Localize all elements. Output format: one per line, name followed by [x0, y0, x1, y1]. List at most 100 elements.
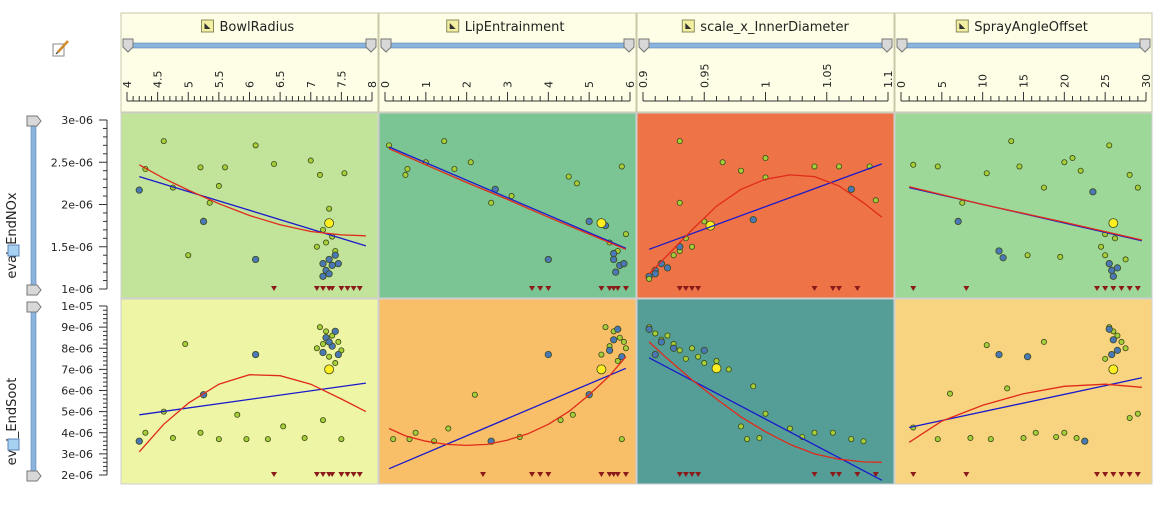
data-point[interactable] [307, 157, 314, 164]
data-point[interactable] [612, 268, 620, 276]
data-point[interactable] [169, 435, 176, 442]
row-range-slider-min-handle[interactable] [26, 470, 42, 482]
data-point[interactable] [1108, 350, 1116, 359]
data-point[interactable] [328, 261, 336, 269]
data-point[interactable] [719, 159, 726, 166]
parameter-icon[interactable] [681, 19, 695, 33]
data-point[interactable] [323, 328, 330, 335]
data-point[interactable] [663, 264, 672, 272]
data-point[interactable] [1098, 243, 1105, 250]
data-point[interactable] [319, 348, 327, 357]
data-point[interactable] [605, 346, 614, 354]
data-point[interactable] [316, 324, 323, 331]
data-point[interactable] [319, 341, 326, 348]
data-point[interactable] [967, 435, 974, 442]
data-point[interactable] [1061, 429, 1068, 436]
plot-cell-eval_EndSoot-vs-SprayAngleOffset[interactable] [894, 298, 1153, 485]
data-point[interactable] [471, 391, 478, 398]
data-point[interactable] [252, 142, 259, 149]
data-point[interactable] [270, 160, 277, 167]
row-range-slider-max-handle[interactable] [26, 301, 42, 313]
data-point[interactable] [725, 366, 732, 373]
data-point[interactable] [616, 334, 623, 341]
data-point[interactable] [1102, 355, 1109, 362]
data-point[interactable] [135, 437, 143, 445]
data-point[interactable] [1106, 142, 1113, 149]
data-point[interactable] [585, 217, 593, 225]
range-slider-min-handle[interactable] [122, 38, 134, 53]
data-point[interactable] [738, 167, 745, 174]
data-point[interactable] [331, 251, 339, 259]
data-point[interactable] [412, 429, 419, 436]
data-point[interactable] [811, 429, 818, 436]
data-point[interactable] [1108, 364, 1119, 375]
data-point[interactable] [689, 243, 696, 250]
data-point[interactable] [622, 231, 629, 238]
data-point[interactable] [646, 275, 653, 282]
range-slider-min-handle[interactable] [638, 38, 650, 53]
data-point[interactable] [954, 217, 962, 225]
data-point[interactable] [1081, 437, 1089, 445]
data-point[interactable] [1077, 167, 1084, 174]
data-point[interactable] [614, 325, 622, 333]
data-point[interactable] [135, 186, 143, 194]
data-point[interactable] [573, 180, 580, 187]
data-point[interactable] [221, 164, 228, 171]
data-point[interactable] [335, 338, 342, 345]
data-point[interactable] [1114, 332, 1121, 339]
data-point[interactable] [1023, 353, 1032, 361]
data-point[interactable] [1057, 253, 1064, 260]
data-point[interactable] [252, 350, 260, 359]
data-point[interactable] [983, 342, 990, 349]
parameter-icon[interactable] [446, 19, 460, 33]
range-slider-track[interactable] [643, 42, 888, 49]
data-point[interactable] [995, 247, 1003, 255]
range-slider-max-handle[interactable] [881, 38, 893, 53]
data-point[interactable] [1134, 184, 1141, 191]
data-point[interactable] [441, 138, 448, 145]
data-point[interactable] [610, 255, 618, 264]
pencil-edit-icon[interactable] [52, 40, 69, 57]
range-slider-max-handle[interactable] [623, 38, 635, 53]
data-point[interactable] [610, 336, 618, 344]
data-point[interactable] [508, 193, 515, 200]
data-point[interactable] [657, 260, 665, 268]
data-point[interactable] [160, 138, 167, 145]
data-point[interactable] [386, 142, 393, 149]
data-point[interactable] [700, 346, 708, 354]
plot-cell-eval_EndSoot-vs-scale_x_InnerDiameter[interactable] [636, 298, 895, 485]
data-point[interactable] [1113, 346, 1122, 354]
data-point[interactable] [215, 436, 222, 443]
data-point[interactable] [1040, 338, 1047, 345]
data-point[interactable] [756, 435, 763, 442]
row-range-slider-track[interactable] [30, 306, 37, 477]
data-point[interactable] [1126, 171, 1133, 178]
data-point[interactable] [1004, 385, 1011, 392]
data-point[interactable] [1122, 256, 1129, 263]
data-point[interactable] [618, 436, 625, 443]
data-point[interactable] [1089, 188, 1097, 196]
data-point[interactable] [750, 383, 757, 390]
plot-cell-eval_EndNOx-vs-BowlRadius[interactable] [120, 112, 379, 299]
data-point[interactable] [404, 166, 411, 173]
data-point[interactable] [451, 166, 458, 173]
data-point[interactable] [1102, 252, 1109, 259]
data-point[interactable] [657, 338, 665, 346]
data-point[interactable] [252, 255, 260, 264]
data-point[interactable] [1053, 433, 1060, 440]
data-point[interactable] [1113, 264, 1122, 272]
data-point[interactable] [1105, 260, 1113, 268]
data-point[interactable] [811, 163, 818, 170]
range-slider-track[interactable] [385, 42, 630, 49]
data-point[interactable] [610, 249, 618, 258]
data-point[interactable] [676, 199, 683, 206]
row-range-slider-max-handle[interactable] [26, 115, 42, 127]
data-point[interactable] [1118, 338, 1125, 345]
data-point[interactable] [326, 353, 333, 360]
data-point[interactable] [947, 390, 954, 397]
data-point[interactable] [1008, 138, 1015, 145]
data-point[interactable] [402, 171, 409, 178]
data-point[interactable] [614, 357, 621, 364]
data-point[interactable] [987, 436, 994, 443]
data-point[interactable] [325, 255, 333, 264]
